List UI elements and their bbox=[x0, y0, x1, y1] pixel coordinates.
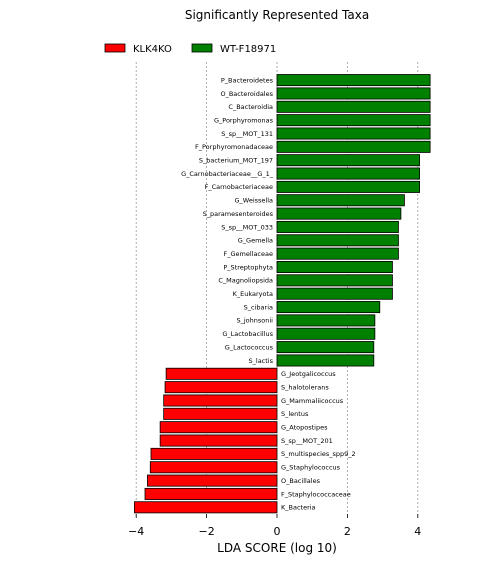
bar-labels: P_Bacteroidetes O_Bacteroidales C_Bacteroi… bbox=[181, 76, 356, 511]
bar-label: F_Staphylococcaceae bbox=[281, 490, 351, 498]
bar-label: G_Lactococcus bbox=[225, 343, 274, 351]
bar-label: S_sp__MOT_131 bbox=[221, 130, 273, 138]
bar bbox=[164, 381, 278, 394]
bar-label: C_Magnoliopsida bbox=[218, 277, 273, 285]
bar bbox=[149, 461, 278, 474]
x-axis-label: LDA SCORE (log 10) bbox=[217, 541, 337, 555]
bar bbox=[276, 87, 431, 100]
bar bbox=[276, 74, 431, 87]
bar-label: K_Bacteria bbox=[281, 504, 316, 512]
bar-label: G_Porphyromonas bbox=[214, 116, 274, 124]
bar-label: G_Lactobacillus bbox=[222, 330, 273, 338]
bar-label: S_multispecies_spp9_2 bbox=[281, 450, 356, 458]
bar-label: G_Gemella bbox=[238, 237, 273, 245]
bar-label: F_Carnobacteriaceae bbox=[205, 183, 273, 191]
x-axis-ticks: −4 −2 0 2 4 bbox=[128, 514, 421, 538]
x-tick-label: 0 bbox=[274, 525, 281, 538]
x-tick-label: −4 bbox=[128, 525, 144, 538]
bar bbox=[276, 354, 375, 367]
bar-label: S_johnsonii bbox=[237, 317, 274, 325]
bar bbox=[276, 194, 405, 207]
bar-label: F_Porphyromonadaceae bbox=[195, 143, 273, 151]
bar bbox=[134, 501, 278, 514]
bar bbox=[276, 341, 375, 354]
bar bbox=[276, 100, 431, 113]
bar bbox=[276, 287, 393, 300]
bar bbox=[147, 474, 278, 487]
bar-label: F_Gemellaceae bbox=[223, 250, 273, 258]
bar bbox=[276, 140, 431, 153]
bar bbox=[276, 154, 420, 167]
x-tick-label: −2 bbox=[198, 525, 214, 538]
x-tick-label: 4 bbox=[414, 525, 421, 538]
bar bbox=[276, 247, 399, 260]
bar bbox=[276, 314, 376, 327]
chart-title: Significantly Represented Taxa bbox=[185, 8, 369, 22]
bar bbox=[276, 207, 402, 220]
bar-label: G_Weissella bbox=[234, 197, 273, 205]
bar-label: S_cibaria bbox=[244, 303, 273, 311]
bar bbox=[276, 180, 420, 193]
bar bbox=[276, 301, 381, 314]
bar-label: O_Bacillales bbox=[281, 477, 321, 485]
bar bbox=[276, 260, 393, 273]
bar bbox=[276, 167, 420, 180]
bar-label: S_lactis bbox=[249, 357, 274, 365]
bar-label: K_Eukaryota bbox=[233, 290, 273, 298]
bar-label: S_paramesenteroides bbox=[203, 210, 274, 218]
bar bbox=[150, 447, 278, 460]
bar-label: G_Carnobacteriaceae__G_1_ bbox=[181, 170, 274, 178]
bar bbox=[276, 274, 393, 287]
bar-label: S_halotolerans bbox=[281, 383, 329, 391]
bar bbox=[276, 220, 399, 233]
bar bbox=[159, 434, 278, 447]
bar-label: G_Atopostipes bbox=[281, 424, 328, 432]
bar-label: P_Streptophyta bbox=[223, 263, 273, 271]
legend-swatch-klk4ko bbox=[104, 43, 126, 53]
legend: KLK4KO WT-F18971 bbox=[104, 43, 276, 55]
bar-label: G_Mammaliicoccus bbox=[281, 397, 344, 405]
bar bbox=[165, 367, 278, 380]
bar-label: S_sp__MOT_033 bbox=[221, 223, 273, 231]
bar bbox=[159, 421, 278, 434]
bar bbox=[144, 487, 278, 500]
bar bbox=[276, 327, 376, 340]
bar-label: G_Staphylococcus bbox=[281, 464, 341, 472]
bar-label: S_sp__MOT_201 bbox=[281, 437, 333, 445]
bars bbox=[134, 74, 431, 514]
bar bbox=[276, 114, 431, 127]
bar-label: S_bacterium_MOT_197 bbox=[199, 157, 273, 165]
legend-label-klk4ko: KLK4KO bbox=[133, 44, 172, 55]
bar-label: P_Bacteroidetes bbox=[221, 76, 274, 84]
bar-label: S_lentus bbox=[281, 410, 309, 418]
bar-label: G_Jeotgalicoccus bbox=[281, 370, 336, 378]
x-tick-label: 2 bbox=[344, 525, 351, 538]
bar bbox=[276, 234, 399, 247]
bar bbox=[163, 407, 278, 420]
bar-label: C_Bacteroidia bbox=[228, 103, 273, 111]
bar bbox=[276, 127, 431, 140]
bar-label: O_Bacteroidales bbox=[220, 90, 273, 98]
bar bbox=[163, 394, 278, 407]
legend-swatch-wt bbox=[191, 43, 213, 53]
legend-label-wt: WT-F18971 bbox=[220, 44, 276, 55]
